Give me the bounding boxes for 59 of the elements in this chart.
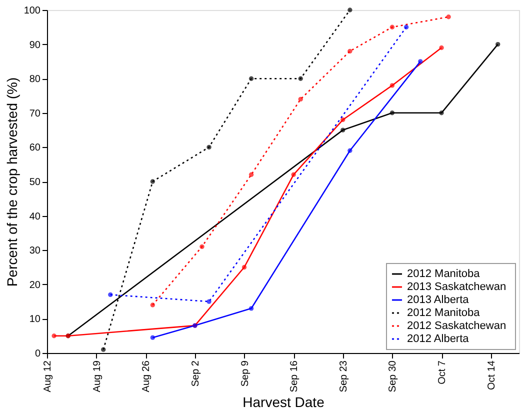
point <box>439 45 444 50</box>
point <box>418 59 423 64</box>
x-tick-label: Oct 14 <box>486 360 498 390</box>
y-tick-label: 100 <box>24 6 41 16</box>
point <box>200 244 204 250</box>
y-tick-label: 60 <box>29 142 41 154</box>
y-axis-title: Percent of the crop harvested (%) <box>4 77 20 287</box>
point <box>446 14 451 20</box>
legend-label: 2012 Saskatchewan <box>407 320 506 332</box>
y-tick-label: 40 <box>29 211 41 222</box>
x-tick-label: Sep 9 <box>240 360 251 387</box>
point <box>340 117 346 122</box>
x-tick-label: Aug 26 <box>141 360 152 392</box>
point <box>248 306 254 311</box>
x-tick-label: Sep 23 <box>338 360 350 392</box>
legend-label: 2013 Alberta <box>407 294 470 306</box>
point <box>291 172 296 177</box>
point <box>206 144 212 150</box>
point <box>390 110 395 116</box>
legend-label: 2012 Alberta <box>407 333 470 345</box>
x-axis-title: Harvest Date <box>242 394 325 410</box>
y-tick-label: 70 <box>29 108 41 120</box>
point <box>348 48 352 54</box>
x-tick-label: Sep 2 <box>190 360 202 387</box>
x-tick-label: Aug 19 <box>92 360 103 392</box>
y-tick-label: 80 <box>29 74 41 86</box>
point <box>101 347 106 352</box>
legend-label: 2012 Manitoba <box>407 307 481 319</box>
point <box>150 302 156 308</box>
point <box>150 179 156 184</box>
y-tick-label: 50 <box>29 177 41 188</box>
point <box>150 335 156 340</box>
point <box>108 292 113 298</box>
point <box>439 110 444 116</box>
x-tick-label: Oct 7 <box>437 360 448 384</box>
point <box>242 264 247 270</box>
point <box>248 172 254 177</box>
point <box>404 24 409 30</box>
y-tick-label: 90 <box>29 40 41 51</box>
point <box>206 299 212 304</box>
point <box>348 148 352 153</box>
point <box>390 24 395 30</box>
point <box>348 8 352 12</box>
x-tick-label: Sep 30 <box>388 360 399 392</box>
point <box>340 128 346 132</box>
x-tick-label: Sep 16 <box>289 360 300 392</box>
y-tick-label: 30 <box>29 246 41 257</box>
x-tick-label: Aug 12 <box>42 360 54 392</box>
point <box>298 96 303 102</box>
legend-label: 2013 Saskatchewan <box>407 281 506 293</box>
y-tick-label: 10 <box>29 314 41 326</box>
legend-label: 2012 Manitoba <box>407 268 481 280</box>
point <box>298 76 303 81</box>
point <box>52 334 56 338</box>
point <box>390 83 395 88</box>
y-tick-label: 0 <box>34 348 41 360</box>
point <box>496 42 500 47</box>
point <box>248 76 254 81</box>
y-tick-label: 20 <box>29 280 41 291</box>
